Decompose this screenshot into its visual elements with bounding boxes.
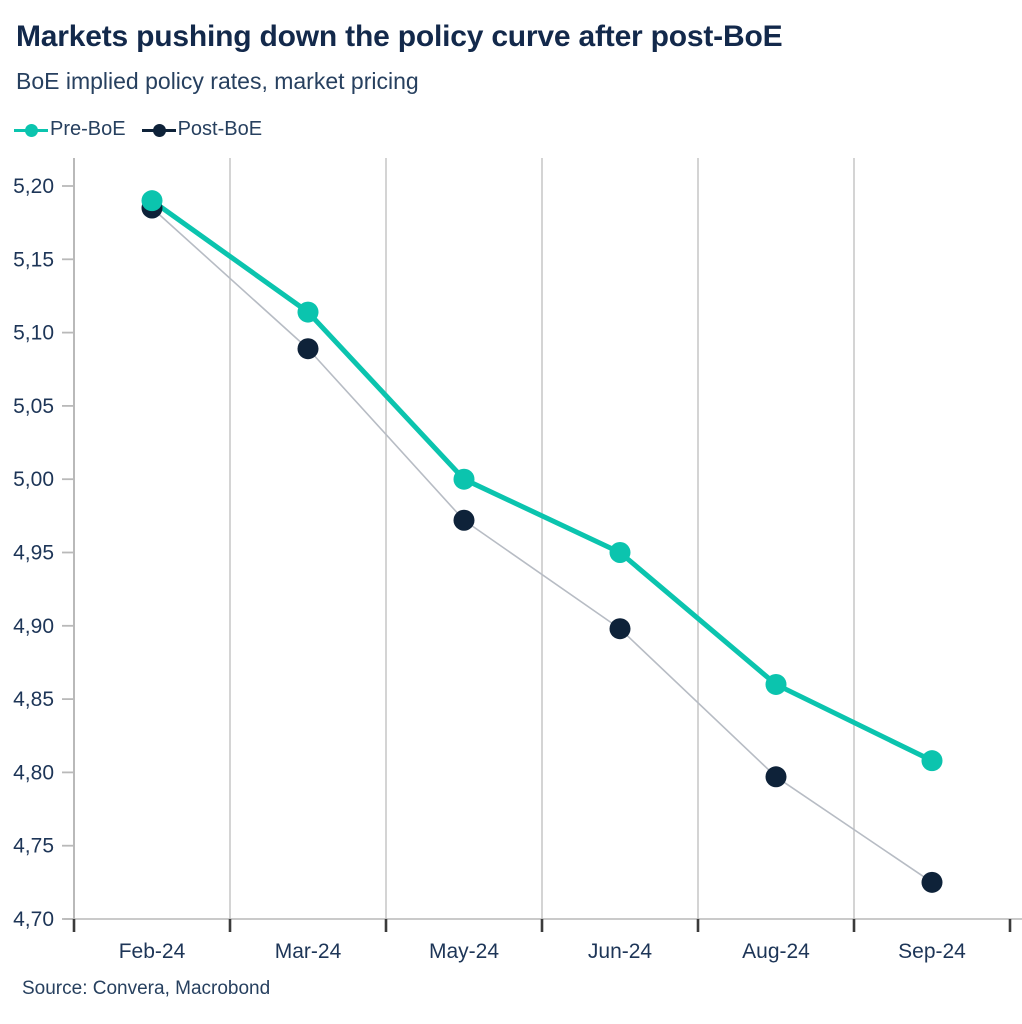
y-axis-tick-label: 4,75 [13,835,54,858]
y-axis-tick-label: 5,00 [13,468,54,491]
y-axis-tick-label: 4,85 [13,688,54,711]
data-point-pre-boe[interactable] [765,673,787,695]
chart-subtitle: BoE implied policy rates, market pricing [16,68,419,94]
x-axis-tick-label: May-24 [429,940,499,963]
legend-swatch-post-boe [141,122,176,138]
series-line-post-boe [151,207,933,884]
y-axis-tick-label: 5,10 [13,322,54,345]
legend-label-pre-boe: Pre-BoE [50,118,126,140]
data-point-post-boe[interactable] [765,766,787,788]
data-point-pre-boe[interactable] [453,468,475,490]
series-line-pre-boe [149,198,935,764]
data-point-post-boe[interactable] [297,338,319,360]
legend-item-post-boe[interactable]: Post-BoE [141,118,263,141]
y-axis-tick-label: 5,15 [13,248,54,271]
page-title: Markets pushing down the policy curve af… [16,20,783,53]
y-axis-tick-label: 4,95 [13,542,54,565]
y-axis-tick-label: 4,70 [13,908,54,931]
chart-legend: Pre-BoE Post-BoE [14,118,262,141]
x-axis-tick-label: Mar-24 [275,940,342,963]
legend-swatch-pre-boe [14,122,48,138]
y-axis-tick-label: 5,05 [13,395,54,418]
data-point-post-boe[interactable] [921,871,943,893]
data-point-post-boe[interactable] [609,618,631,640]
y-axis-tick-label: 4,90 [13,615,54,638]
data-point-pre-boe[interactable] [921,750,943,772]
y-axis-tick-label: 4,80 [13,761,54,784]
source-note: Source: Convera, Macrobond [22,978,271,999]
x-axis-tick-label: Sep-24 [898,940,966,963]
data-point-post-boe[interactable] [453,509,475,531]
legend-label-post-boe: Post-BoE [177,118,263,140]
x-axis-tick-label: Feb-24 [119,940,186,963]
data-point-pre-boe[interactable] [141,190,163,212]
x-axis-tick-label: Jun-24 [588,940,653,963]
legend-item-pre-boe[interactable]: Pre-BoE [14,118,126,141]
x-axis-tick-label: Aug-24 [742,940,810,963]
y-axis-tick-label: 5,20 [13,175,54,198]
data-point-pre-boe[interactable] [609,542,631,563]
data-point-pre-boe[interactable] [297,301,319,323]
